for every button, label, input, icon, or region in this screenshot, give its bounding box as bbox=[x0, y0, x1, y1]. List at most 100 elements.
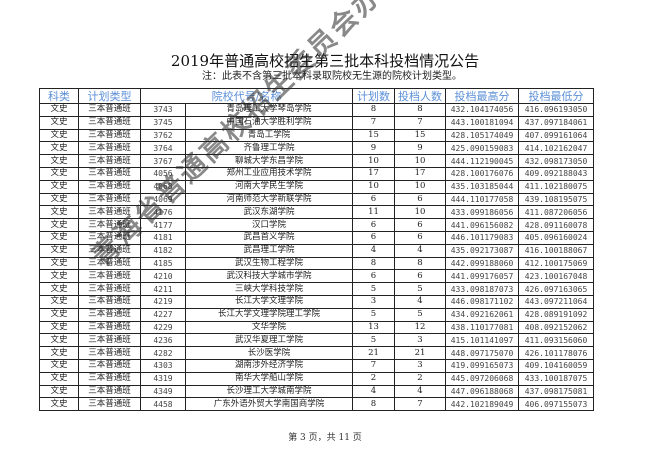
cell-admitted-count: 4 bbox=[394, 294, 446, 309]
cell-plan-type: 三本普通班 bbox=[78, 154, 141, 168]
cell-school-name: 长沙理工大学城南学院 bbox=[185, 384, 353, 399]
cell-school-name: 青岛理工大学琴岛学院 bbox=[185, 103, 353, 117]
cell-school-name: 湖南涉外经济学院 bbox=[185, 358, 353, 373]
cell-admitted-count: 5 bbox=[394, 307, 446, 322]
cell-min-score: 426.101178076 bbox=[518, 346, 594, 360]
cell-plan-type: 三本普通班 bbox=[78, 103, 141, 117]
table-row: 文史 三本普通班 3762 青岛工学院 15 15 428.105174049 407.099… bbox=[39, 128, 594, 143]
cell-plan-count: 17 bbox=[352, 166, 395, 181]
table-row: 文史 三本普通班 4210 武汉科技大学城市学院 6 6 441.099176057 423.… bbox=[39, 269, 594, 284]
cell-plan-type: 三本普通班 bbox=[78, 205, 141, 220]
col-header-category: 科类 bbox=[39, 88, 79, 104]
cell-max-score: 447.096188068 bbox=[445, 384, 519, 399]
table-row: 文史 三本普通班 4229 文华学院 13 12 438.110177081 408.0921… bbox=[39, 320, 594, 335]
cell-plan-count: 5 bbox=[352, 307, 395, 322]
cell-school-name: 武汉科技大学城市学院 bbox=[185, 269, 353, 284]
table-row: 文史 三本普通班 4349 长沙理工大学城南学院 4 4 447.096188068 437.… bbox=[39, 384, 594, 399]
cell-plan-type: 三本普通班 bbox=[78, 358, 141, 373]
cell-max-score: 435.103185044 bbox=[445, 179, 519, 194]
cell-plan-count: 13 bbox=[352, 320, 395, 335]
cell-school-name: 汉口学院 bbox=[185, 218, 353, 232]
cell-plan-count: 3 bbox=[352, 294, 395, 309]
cell-admitted-count: 21 bbox=[394, 346, 446, 360]
cell-plan-type: 三本普通班 bbox=[78, 166, 141, 181]
cell-category: 文史 bbox=[39, 371, 79, 386]
cell-plan-count: 4 bbox=[352, 243, 395, 258]
table-row: 文史 三本普通班 4227 长江大学文理学院理工学院 5 5 434.092162061 42… bbox=[39, 307, 594, 322]
cell-school-code: 4349 bbox=[140, 384, 186, 399]
cell-plan-count: 6 bbox=[352, 218, 395, 232]
cell-plan-type: 三本普通班 bbox=[78, 128, 141, 143]
col-header-min-score: 投档最低分 bbox=[518, 88, 594, 104]
table-row: 文史 三本普通班 3745 中国石油大学胜利学院 7 7 443.100181094 437.… bbox=[39, 115, 594, 130]
cell-school-code: 4056 bbox=[140, 166, 186, 181]
cell-min-score: 416.100188067 bbox=[518, 243, 594, 258]
cell-max-score: 442.102189049 bbox=[445, 397, 519, 412]
page-note: 注：此表不含第三批本科录取院校无生源的院校计划类型。 bbox=[202, 71, 462, 82]
cell-category: 文史 bbox=[39, 166, 79, 181]
cell-category: 文史 bbox=[39, 307, 79, 322]
cell-plan-count: 5 bbox=[352, 282, 395, 296]
cell-category: 文史 bbox=[39, 333, 79, 348]
cell-category: 文史 bbox=[39, 320, 79, 335]
cell-category: 文史 bbox=[39, 141, 79, 156]
cell-max-score: 442.099188060 bbox=[445, 256, 519, 271]
cell-category: 文史 bbox=[39, 115, 79, 130]
table-header-row: 科类 计划类型 院校代号/名称 计划数 投档人数 投档最高分 投档最低分 bbox=[39, 88, 594, 104]
cell-min-score: 408.092152062 bbox=[518, 320, 594, 335]
cell-school-code: 4177 bbox=[140, 218, 186, 232]
cell-plan-count: 11 bbox=[352, 205, 395, 220]
cell-school-name: 文华学院 bbox=[185, 320, 353, 335]
cell-admitted-count: 6 bbox=[394, 269, 446, 284]
cell-admitted-count: 10 bbox=[394, 154, 446, 168]
table-row: 文史 三本普通班 4458 广东外语外贸大学南国商学院 8 7 442.102189049 4… bbox=[39, 397, 594, 412]
cell-school-name: 南华大学船山学院 bbox=[185, 371, 353, 386]
cell-plan-count: 6 bbox=[352, 192, 395, 207]
cell-min-score: 433.100187075 bbox=[518, 371, 594, 386]
cell-school-code: 4319 bbox=[140, 371, 186, 386]
page-footer: 第 3 页，共 11 页 bbox=[288, 433, 362, 443]
table-row: 文史 三本普通班 4319 南华大学船山学院 2 2 445.097206068 433.10… bbox=[39, 371, 594, 386]
cell-school-name: 三峡大学科技学院 bbox=[185, 282, 353, 296]
cell-plan-type: 三本普通班 bbox=[78, 230, 141, 245]
cell-plan-type: 三本普通班 bbox=[78, 294, 141, 309]
cell-plan-count: 15 bbox=[352, 128, 395, 143]
cell-category: 文史 bbox=[39, 230, 79, 245]
table-row: 文史 三本普通班 4056 郑州工业应用技术学院 17 17 428.100176076 40… bbox=[39, 166, 594, 181]
table-row: 文史 三本普通班 3743 青岛理工大学琴岛学院 8 8 432.104174056 416.… bbox=[39, 103, 594, 117]
col-header-school: 院校代号/名称 bbox=[140, 88, 353, 104]
cell-min-score: 428.091160078 bbox=[518, 218, 594, 232]
cell-admitted-count: 10 bbox=[394, 179, 446, 194]
cell-plan-count: 8 bbox=[352, 103, 395, 117]
cell-plan-type: 三本普通班 bbox=[78, 282, 141, 296]
cell-max-score: 419.099165073 bbox=[445, 358, 519, 373]
cell-max-score: 445.097206068 bbox=[445, 371, 519, 386]
table-row: 文史 三本普通班 4176 武汉东湖学院 11 10 433.099186056 411.08… bbox=[39, 205, 594, 220]
cell-min-score: 411.102180075 bbox=[518, 179, 594, 194]
cell-plan-type: 三本普通班 bbox=[78, 243, 141, 258]
cell-plan-type: 三本普通班 bbox=[78, 269, 141, 284]
cell-school-name: 长沙医学院 bbox=[185, 346, 353, 360]
cell-plan-type: 三本普通班 bbox=[78, 115, 141, 130]
cell-school-name: 河南师范大学新联学院 bbox=[185, 192, 353, 207]
cell-plan-count: 8 bbox=[352, 397, 395, 412]
cell-admitted-count: 3 bbox=[394, 333, 446, 348]
cell-school-name: 河南大学民生学院 bbox=[185, 179, 353, 194]
cell-max-score: 415.101141097 bbox=[445, 333, 519, 348]
cell-min-score: 406.097155073 bbox=[518, 397, 594, 412]
cell-plan-type: 三本普通班 bbox=[78, 218, 141, 232]
cell-category: 文史 bbox=[39, 294, 79, 309]
cell-category: 文史 bbox=[39, 128, 79, 143]
cell-plan-count: 6 bbox=[352, 230, 395, 245]
cell-admitted-count: 6 bbox=[394, 230, 446, 245]
cell-admitted-count: 4 bbox=[394, 243, 446, 258]
table-row: 文史 三本普通班 4219 长江大学文理学院 3 4 446.098171102 443.09… bbox=[39, 294, 594, 309]
cell-category: 文史 bbox=[39, 269, 79, 284]
cell-school-name: 广东外语外贸大学南国商学院 bbox=[185, 397, 353, 412]
cell-admitted-count: 9 bbox=[394, 141, 446, 156]
cell-school-name: 武汉生物工程学院 bbox=[185, 256, 353, 271]
cell-school-name: 齐鲁理工学院 bbox=[185, 141, 353, 156]
cell-school-name: 郑州工业应用技术学院 bbox=[185, 166, 353, 181]
cell-school-code: 3764 bbox=[140, 141, 186, 156]
cell-max-score: 448.097175070 bbox=[445, 346, 519, 360]
